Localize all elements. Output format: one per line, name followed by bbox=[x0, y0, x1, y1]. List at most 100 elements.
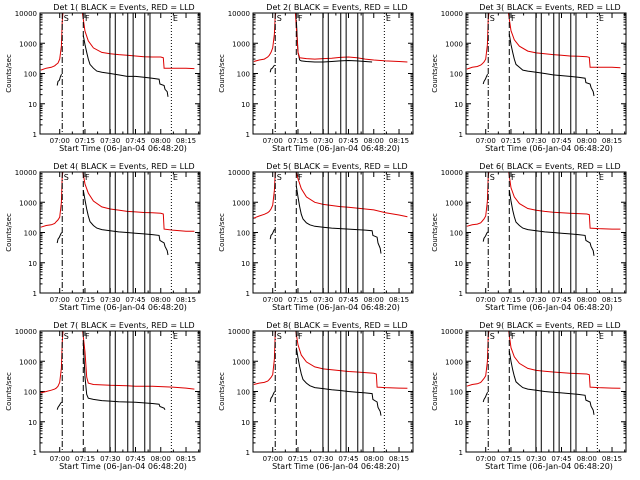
x-tick-label: 07:30 bbox=[100, 455, 120, 463]
marker-label: E bbox=[173, 173, 178, 182]
x-tick-label: 08:15 bbox=[602, 296, 622, 304]
x-tick-label: 07:30 bbox=[313, 296, 333, 304]
y-tick-label: 1 bbox=[246, 290, 250, 298]
x-tick-label: 07:30 bbox=[526, 455, 546, 463]
y-tick-label: 1 bbox=[246, 131, 250, 139]
marker-label: E bbox=[173, 14, 178, 23]
plot-frame bbox=[252, 171, 414, 294]
panel-det-1: Det 1( BLACK = Events, RED = LLD Counts/s… bbox=[5, 3, 201, 153]
marker-label: S bbox=[277, 332, 282, 341]
panel-det-8: Det 8( BLACK = Events, RED = LLD Counts/s… bbox=[218, 321, 414, 471]
marker-label: E bbox=[173, 332, 178, 341]
x-tick-label: 07:00 bbox=[50, 455, 70, 463]
x-tick-label: 08:15 bbox=[176, 137, 196, 145]
y-tick-label: 10 bbox=[28, 101, 37, 109]
x-tick-label: 08:15 bbox=[176, 296, 196, 304]
x-tick-label: 07:00 bbox=[263, 455, 283, 463]
x-axis-label: Start Time (06-Jan-04 06:48:20) bbox=[485, 462, 613, 471]
series-lld-line bbox=[40, 13, 195, 71]
series-events-line bbox=[56, 342, 166, 410]
plot-area bbox=[40, 172, 195, 256]
x-axis-label: Start Time (06-Jan-04 06:48:20) bbox=[485, 303, 613, 312]
panel-title: Det 8( BLACK = Events, RED = LLD bbox=[266, 321, 407, 330]
x-tick-label: 07:00 bbox=[263, 296, 283, 304]
x-tick-label: 08:00 bbox=[364, 137, 384, 145]
y-tick-label: 100 bbox=[237, 230, 250, 238]
x-tick-label: 08:00 bbox=[151, 137, 171, 145]
y-tick-label: 1 bbox=[33, 131, 37, 139]
y-tick-label: 1000 bbox=[232, 40, 250, 48]
series-lld-line bbox=[466, 331, 621, 389]
marker-label: F bbox=[85, 332, 90, 341]
x-tick-label: 08:00 bbox=[364, 296, 384, 304]
marker-label: F bbox=[511, 332, 516, 341]
plot-area bbox=[466, 172, 621, 256]
y-tick-label: 10000 bbox=[15, 169, 37, 177]
series-events-line bbox=[482, 190, 595, 256]
panel-title: Det 6( BLACK = Events, RED = LLD bbox=[479, 162, 620, 171]
x-tick-label: 08:15 bbox=[389, 296, 409, 304]
y-axis-label: Counts/sec bbox=[218, 54, 226, 93]
x-tick-label: 08:00 bbox=[151, 296, 171, 304]
marker-label: E bbox=[599, 332, 604, 341]
plot-area bbox=[40, 13, 195, 97]
x-tick-label: 07:15 bbox=[501, 296, 521, 304]
y-tick-label: 1 bbox=[33, 290, 37, 298]
panel-title: Det 9( BLACK = Events, RED = LLD bbox=[479, 321, 620, 330]
x-axis-label: Start Time (06-Jan-04 06:48:20) bbox=[59, 303, 187, 312]
y-tick-label: 1000 bbox=[19, 40, 37, 48]
marker-label: F bbox=[298, 332, 303, 341]
y-tick-label: 1 bbox=[459, 131, 463, 139]
x-tick-label: 07:15 bbox=[75, 296, 95, 304]
x-tick-label: 07:15 bbox=[501, 455, 521, 463]
marker-label: F bbox=[85, 14, 90, 23]
x-tick-label: 07:45 bbox=[125, 296, 145, 304]
x-tick-label: 08:15 bbox=[176, 455, 196, 463]
marker-label: F bbox=[85, 173, 90, 182]
marker-label: E bbox=[599, 14, 604, 23]
panel-det-2: Det 2( BLACK = Events, RED = LLD Counts/s… bbox=[218, 3, 414, 153]
x-tick-label: 07:00 bbox=[263, 137, 283, 145]
marker-label: S bbox=[277, 173, 282, 182]
panel-title: Det 4( BLACK = Events, RED = LLD bbox=[53, 162, 194, 171]
y-tick-label: 100 bbox=[24, 71, 37, 79]
y-tick-label: 10 bbox=[454, 419, 463, 427]
y-tick-label: 10000 bbox=[441, 328, 463, 336]
series-lld-line bbox=[466, 172, 621, 230]
y-tick-label: 1000 bbox=[19, 199, 37, 207]
y-axis-label: Counts/sec bbox=[218, 372, 226, 411]
y-tick-label: 100 bbox=[450, 230, 463, 238]
x-axis-label: Start Time (06-Jan-04 06:48:20) bbox=[272, 303, 400, 312]
y-tick-label: 1000 bbox=[232, 358, 250, 366]
plot-area bbox=[253, 172, 408, 254]
y-tick-label: 1 bbox=[246, 449, 250, 457]
plot-area bbox=[466, 13, 621, 97]
y-tick-label: 100 bbox=[450, 389, 463, 397]
x-tick-label: 07:45 bbox=[551, 455, 571, 463]
x-tick-label: 07:30 bbox=[100, 137, 120, 145]
y-axis-label: Counts/sec bbox=[218, 213, 226, 252]
panel-title: Det 1( BLACK = Events, RED = LLD bbox=[53, 3, 194, 12]
series-lld-line bbox=[253, 331, 408, 389]
x-tick-label: 07:45 bbox=[125, 137, 145, 145]
panel-title: Det 3( BLACK = Events, RED = LLD bbox=[479, 3, 620, 12]
y-tick-label: 10 bbox=[241, 260, 250, 268]
plot-area bbox=[466, 331, 621, 415]
x-tick-label: 07:45 bbox=[551, 137, 571, 145]
series-events-line bbox=[482, 34, 595, 97]
x-axis-label: Start Time (06-Jan-04 06:48:20) bbox=[59, 144, 187, 153]
x-tick-label: 07:45 bbox=[551, 296, 571, 304]
x-tick-label: 07:30 bbox=[100, 296, 120, 304]
panel-title: Det 7( BLACK = Events, RED = LLD bbox=[53, 321, 194, 330]
series-lld-line bbox=[466, 13, 621, 70]
plot-frame bbox=[39, 12, 201, 135]
x-tick-label: 07:30 bbox=[313, 137, 333, 145]
marker-label: S bbox=[64, 173, 69, 182]
series-lld-line bbox=[40, 172, 195, 232]
marker-label: S bbox=[490, 332, 495, 341]
marker-label: S bbox=[277, 14, 282, 23]
marker-label: S bbox=[490, 173, 495, 182]
y-tick-label: 1000 bbox=[445, 40, 463, 48]
x-tick-label: 07:45 bbox=[338, 455, 358, 463]
marker-label: E bbox=[386, 173, 391, 182]
